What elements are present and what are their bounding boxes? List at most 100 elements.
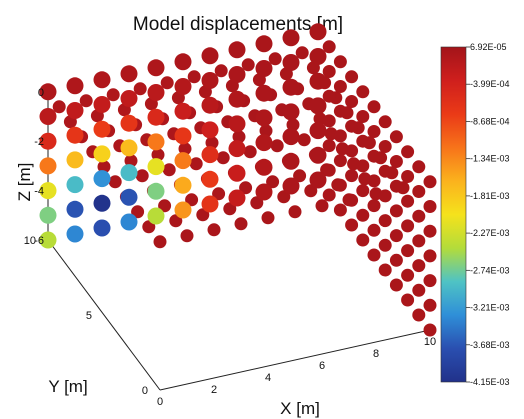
data-point	[174, 78, 192, 95]
data-point	[160, 76, 174, 90]
data-point	[228, 41, 246, 59]
data-point	[389, 278, 403, 292]
data-point	[356, 85, 370, 99]
data-point	[401, 170, 415, 183]
data-point	[153, 235, 167, 249]
y-axis-line	[47, 239, 161, 391]
x-tick-label: 10	[424, 336, 436, 348]
data-point	[228, 189, 246, 207]
data-point	[367, 174, 381, 188]
data-point	[282, 103, 300, 121]
data-point	[309, 146, 327, 164]
data-point	[201, 146, 219, 164]
colorbar-tick-label: -3.99E-04	[470, 79, 510, 89]
data-point	[180, 229, 194, 243]
data-point	[322, 65, 336, 78]
data-point	[106, 88, 120, 102]
data-point	[201, 121, 219, 139]
data-point	[93, 120, 111, 138]
data-point	[333, 129, 347, 143]
data-point	[270, 139, 284, 153]
data-point	[174, 127, 192, 145]
data-point	[196, 208, 210, 222]
data-point	[423, 298, 437, 312]
z-tick-label: 0	[38, 87, 44, 99]
x-tick-label: 0	[157, 396, 163, 408]
data-point	[66, 176, 84, 194]
data-point	[401, 145, 415, 159]
x-tick-label: 2	[211, 384, 217, 396]
data-point	[356, 233, 370, 247]
data-point	[151, 148, 165, 162]
x-tick-label: 8	[373, 348, 379, 360]
data-point	[367, 125, 381, 138]
y-axis-label: Y [m]	[48, 377, 87, 396]
data-point	[120, 114, 138, 132]
data-point	[401, 194, 415, 208]
data-point	[174, 201, 192, 219]
data-point	[345, 119, 359, 133]
data-point	[389, 253, 403, 267]
data-point	[389, 130, 403, 144]
data-point	[367, 223, 381, 237]
y-tick-label: 5	[86, 310, 92, 322]
data-point	[255, 84, 273, 102]
data-point	[66, 126, 84, 144]
x-axis-line	[159, 329, 431, 391]
data-point	[147, 108, 165, 126]
data-point	[120, 139, 138, 157]
data-point	[147, 182, 165, 200]
colorbar-tick-label: -3.21E-03	[470, 303, 510, 313]
data-point	[147, 84, 165, 101]
data-point	[389, 155, 403, 168]
data-point	[322, 40, 336, 54]
data-point	[322, 139, 336, 153]
data-point	[174, 102, 192, 120]
data-point	[228, 140, 246, 158]
colorbar-ticks: 6.92E-05 -3.99E-04 -8.68E-04 -1.34E-03 -1.81…	[466, 42, 510, 387]
data-point	[39, 83, 57, 101]
data-point	[207, 223, 221, 237]
z-tick-label: -4	[34, 186, 44, 198]
data-point	[255, 183, 273, 201]
data-point	[39, 206, 57, 224]
data-point	[282, 29, 300, 47]
data-point	[412, 283, 426, 297]
data-point	[79, 94, 93, 108]
data-point	[223, 202, 237, 216]
data-point	[378, 115, 392, 129]
data-point	[255, 60, 273, 77]
data-point	[97, 160, 111, 174]
data-point	[66, 225, 84, 243]
colorbar-rect	[440, 46, 467, 383]
data-point	[39, 132, 57, 150]
data-point	[389, 179, 403, 193]
data-point	[66, 102, 84, 119]
data-point	[378, 164, 392, 178]
data-point	[255, 134, 273, 152]
data-point	[389, 229, 403, 243]
data-point	[93, 194, 111, 212]
data-point	[228, 66, 246, 83]
data-point	[169, 214, 183, 228]
data-point	[304, 184, 318, 198]
data-point	[189, 157, 203, 171]
colorbar-tick-label: 6.92E-05	[470, 42, 507, 52]
colorbar-tick-label: -4.15E-03	[470, 377, 510, 387]
data-point	[120, 213, 138, 231]
colorbar-tick-label: -8.68E-04	[470, 116, 510, 126]
data-point	[423, 200, 437, 213]
colorbar-tick-label: -2.27E-03	[470, 228, 510, 238]
data-point	[286, 118, 300, 132]
axis-ticks: 0 2 4 6 8 10 0 5 10 0 -2 -4 -6	[24, 87, 436, 408]
data-point	[378, 238, 392, 252]
data-point	[356, 159, 370, 173]
data-point	[356, 184, 370, 198]
data-point	[333, 203, 347, 217]
data-point	[239, 181, 253, 195]
data-point	[93, 170, 111, 188]
data-point	[412, 234, 426, 248]
data-point	[309, 48, 327, 65]
data-point	[259, 124, 273, 138]
